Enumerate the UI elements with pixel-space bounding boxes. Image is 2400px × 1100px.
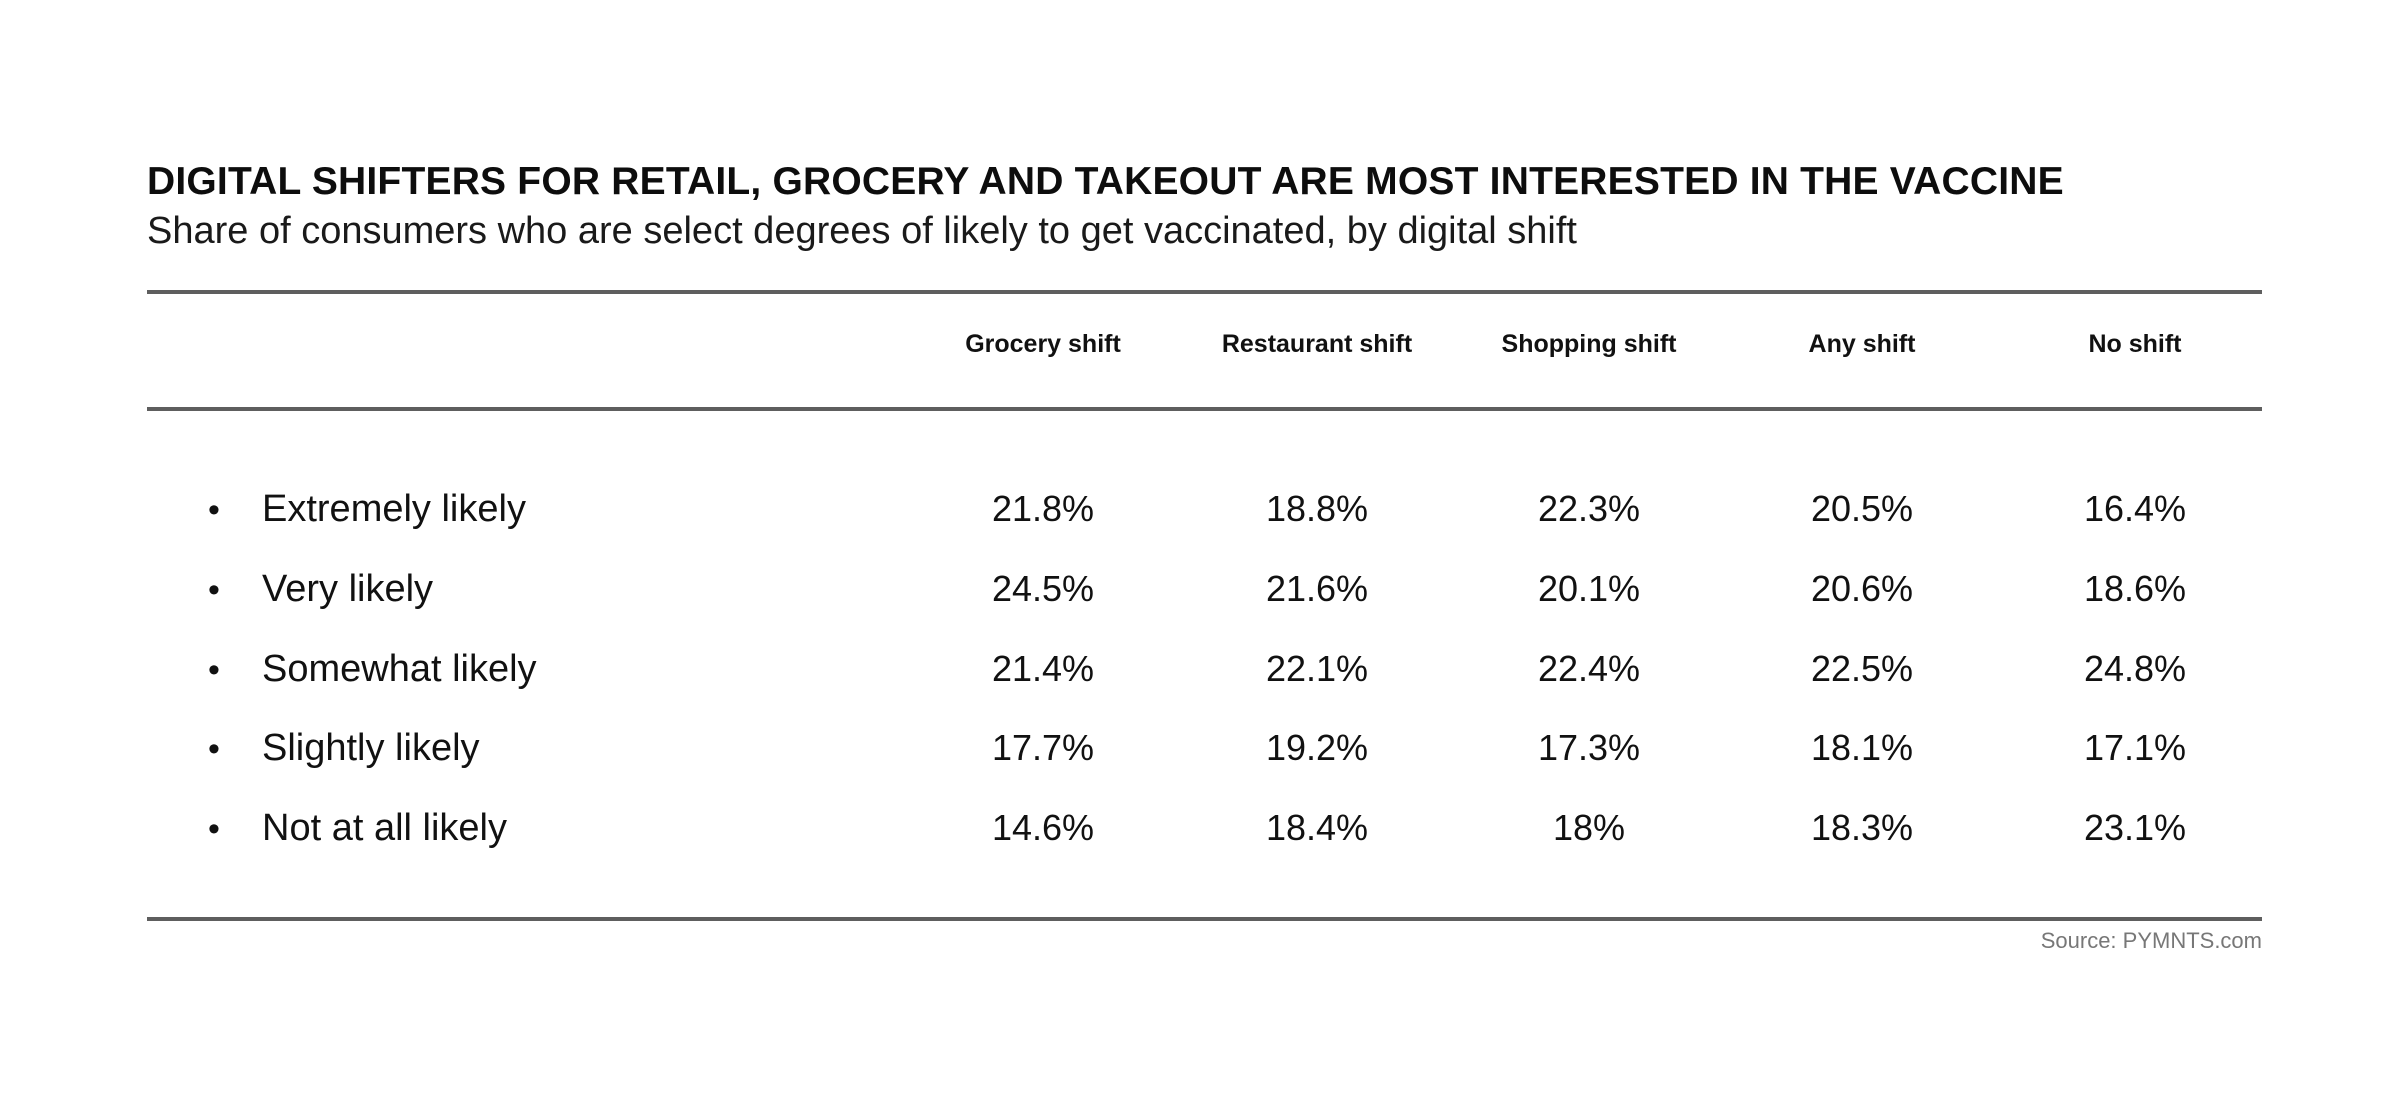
- table-cell: 22.3%: [1537, 488, 1641, 529]
- bottom-rule: [147, 917, 2262, 921]
- table-cell: 22.1%: [1265, 648, 1369, 689]
- row-label-text: Extremely likely: [262, 488, 526, 530]
- bullet-icon: •: [208, 730, 220, 768]
- table-cell: 17.1%: [2083, 727, 2187, 768]
- column-header: Restaurant shift: [1221, 330, 1413, 358]
- table-cell: 19.2%: [1265, 727, 1369, 768]
- table-cell: 18.4%: [1265, 807, 1369, 848]
- table-cell: 20.6%: [1810, 568, 1914, 609]
- table-cell: 14.6%: [991, 807, 1095, 848]
- header-rule: [147, 407, 2262, 411]
- table-cell: 16.4%: [2083, 488, 2187, 529]
- source-note: Source: PYMNTS.com: [2040, 928, 2262, 953]
- bullet-icon: •: [208, 810, 220, 848]
- chart-subtitle: Share of consumers who are select degree…: [147, 210, 1577, 252]
- bullet-icon: •: [208, 491, 220, 529]
- table-cell: 18.8%: [1265, 488, 1369, 529]
- table-cell: 18.6%: [2083, 568, 2187, 609]
- table-cell: 20.1%: [1537, 568, 1641, 609]
- table-cell: 22.5%: [1810, 648, 1914, 689]
- row-label: • Somewhat likely: [208, 644, 537, 694]
- row-label: • Slightly likely: [208, 723, 480, 773]
- row-label-text: Slightly likely: [262, 727, 480, 769]
- bullet-icon: •: [208, 571, 220, 609]
- row-label: • Not at all likely: [208, 803, 507, 853]
- row-label-text: Very likely: [262, 568, 434, 610]
- bullet-icon: •: [208, 651, 220, 689]
- row-label-text: Not at all likely: [262, 807, 507, 849]
- table-cell: 24.8%: [2083, 648, 2187, 689]
- table-cell: 18.1%: [1810, 727, 1914, 768]
- table-cell: 17.7%: [991, 727, 1095, 768]
- row-label-text: Somewhat likely: [262, 648, 537, 690]
- table-cell: 21.6%: [1265, 568, 1369, 609]
- table-cell: 21.4%: [991, 648, 1095, 689]
- table-cell: 21.8%: [991, 488, 1095, 529]
- column-header: Shopping shift: [1501, 330, 1677, 358]
- table-cell: 18%: [1552, 807, 1626, 848]
- table-cell: 23.1%: [2083, 807, 2187, 848]
- top-rule: [147, 290, 2262, 294]
- row-label: • Extremely likely: [208, 484, 526, 534]
- row-label: • Very likely: [208, 564, 433, 614]
- column-header: No shift: [2088, 330, 2182, 358]
- table-cell: 22.4%: [1537, 648, 1641, 689]
- column-header: Grocery shift: [965, 330, 1121, 358]
- column-header: Any shift: [1808, 330, 1916, 358]
- table-cell: 17.3%: [1537, 727, 1641, 768]
- table-cell: 24.5%: [991, 568, 1095, 609]
- table-cell: 20.5%: [1810, 488, 1914, 529]
- table-cell: 18.3%: [1810, 807, 1914, 848]
- chart-title: DIGITAL SHIFTERS FOR RETAIL, GROCERY AND…: [147, 160, 2064, 203]
